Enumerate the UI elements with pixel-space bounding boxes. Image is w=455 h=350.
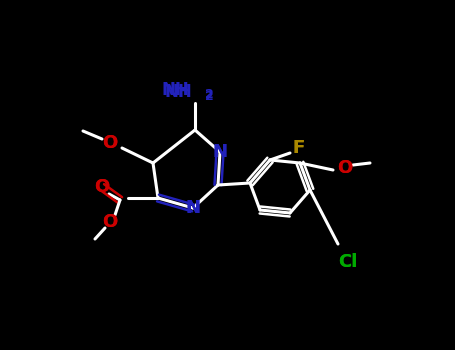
- Text: N: N: [186, 199, 201, 217]
- Text: O: O: [102, 213, 118, 231]
- Text: O: O: [94, 178, 110, 196]
- Text: N: N: [212, 143, 228, 161]
- Text: NH: NH: [161, 81, 189, 99]
- Text: O: O: [337, 159, 353, 177]
- Text: F: F: [292, 139, 304, 157]
- Text: O: O: [94, 178, 110, 196]
- Text: 2: 2: [205, 88, 214, 100]
- Text: NH: NH: [164, 83, 192, 101]
- Text: Cl: Cl: [339, 253, 358, 271]
- Text: O: O: [337, 159, 353, 177]
- Text: F: F: [292, 139, 304, 157]
- Text: O: O: [102, 213, 118, 231]
- Text: O: O: [102, 134, 118, 152]
- Text: O: O: [102, 134, 118, 152]
- Text: N: N: [212, 143, 228, 161]
- Text: N: N: [186, 199, 201, 217]
- Text: 2: 2: [205, 90, 214, 103]
- Text: Cl: Cl: [339, 253, 358, 271]
